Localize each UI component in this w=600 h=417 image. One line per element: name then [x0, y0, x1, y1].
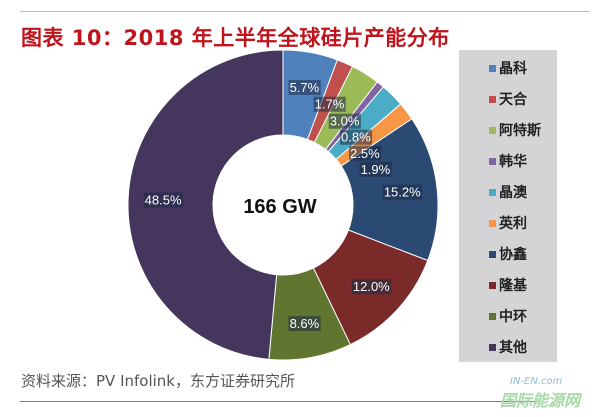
- data-label-background: [382, 184, 423, 200]
- data-label-background: [349, 145, 382, 161]
- legend-item: 其他: [489, 337, 527, 357]
- legend-swatch: [489, 188, 496, 196]
- data-label: 3.0%: [330, 114, 360, 129]
- legend-swatch: [489, 219, 496, 227]
- data-label: 12.0%: [353, 279, 390, 294]
- legend-label: 英利: [499, 216, 527, 232]
- legend-swatch: [489, 126, 496, 134]
- data-label: 1.9%: [361, 162, 391, 177]
- legend-label: 阿特斯: [499, 123, 541, 139]
- data-label-background: [288, 316, 321, 332]
- legend-item: 阿特斯: [489, 120, 541, 140]
- legend-swatch: [489, 312, 496, 320]
- top-divider: [20, 11, 590, 12]
- data-label-background: [359, 161, 392, 177]
- legend-label: 协鑫: [499, 247, 527, 263]
- data-label: 48.5%: [145, 193, 182, 208]
- legend-item: 协鑫: [489, 244, 527, 264]
- data-label: 1.7%: [315, 97, 345, 112]
- legend-label: 韩华: [499, 154, 527, 170]
- data-label-background: [340, 129, 373, 145]
- legend-swatch: [489, 95, 496, 103]
- slice-其他: [127, 49, 284, 360]
- data-label: 2.5%: [350, 146, 380, 161]
- center-label: 166 GW: [243, 196, 316, 218]
- legend-swatch: [489, 64, 496, 72]
- legend-swatch: [489, 343, 496, 351]
- legend-item: 晶科: [489, 58, 527, 78]
- legend-label: 隆基: [499, 278, 527, 294]
- legend-item: 隆基: [489, 275, 527, 295]
- legend-item: 天合: [489, 89, 527, 109]
- legend-label: 晶科: [499, 61, 527, 77]
- data-label: 0.8%: [341, 130, 371, 145]
- legend-label: 天合: [499, 92, 527, 108]
- data-label-background: [328, 113, 361, 129]
- legend-swatch: [489, 250, 496, 258]
- legend: 晶科天合阿特斯韩华晶澳英利协鑫隆基中环其他: [459, 50, 557, 362]
- data-label: 15.2%: [384, 185, 421, 200]
- data-label: 8.6%: [290, 316, 320, 331]
- legend-label: 中环: [499, 309, 527, 325]
- data-label-background: [288, 79, 321, 95]
- chart-title: 图表 10：2018 年上半年全球硅片产能分布: [21, 26, 450, 50]
- legend-item: 中环: [489, 306, 527, 326]
- data-label-background: [143, 192, 183, 208]
- data-label-background: [313, 96, 346, 112]
- data-label: 5.7%: [290, 80, 320, 95]
- bottom-divider: [20, 401, 540, 402]
- legend-label: 其他: [499, 340, 527, 356]
- legend-swatch: [489, 281, 496, 289]
- legend-item: 英利: [489, 213, 527, 233]
- data-label-background: [351, 279, 392, 295]
- legend-label: 晶澳: [499, 185, 527, 201]
- watermark-en: IN-EN.com: [510, 376, 563, 387]
- legend-item: 韩华: [489, 151, 527, 171]
- legend-swatch: [489, 157, 496, 165]
- watermark-cn: 国际能源网: [500, 391, 581, 410]
- source-note: 资料来源：PV Infolink，东方证券研究所: [21, 372, 295, 390]
- legend-item: 晶澳: [489, 182, 527, 202]
